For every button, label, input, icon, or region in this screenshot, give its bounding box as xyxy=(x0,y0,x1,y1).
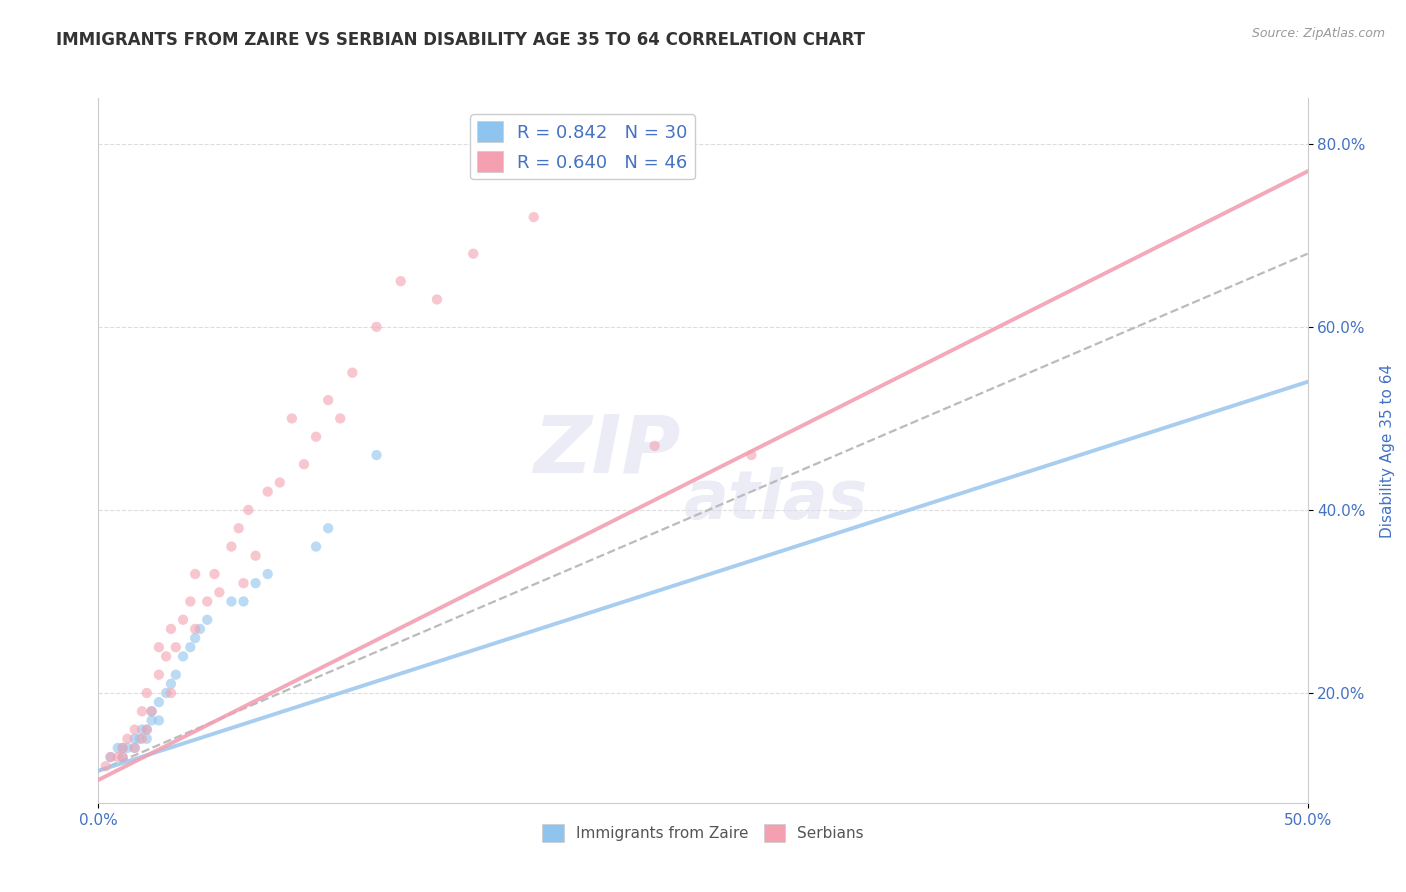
Point xyxy=(256,567,278,582)
Point xyxy=(107,750,129,764)
Point xyxy=(141,704,163,718)
Point xyxy=(195,594,218,608)
Point xyxy=(117,731,139,746)
Point xyxy=(232,594,254,608)
Point xyxy=(111,750,134,764)
Point xyxy=(426,293,449,307)
Point xyxy=(124,723,146,737)
Point xyxy=(172,649,194,664)
Point xyxy=(141,704,163,718)
Point xyxy=(305,540,328,554)
Point xyxy=(100,750,122,764)
Point xyxy=(165,667,187,681)
Point xyxy=(342,366,364,380)
Point xyxy=(160,686,183,700)
Point xyxy=(124,731,146,746)
Text: ZIP: ZIP xyxy=(533,411,681,490)
Point xyxy=(238,503,260,517)
Legend: Immigrants from Zaire, Serbians: Immigrants from Zaire, Serbians xyxy=(536,818,870,848)
Point xyxy=(172,613,194,627)
Point xyxy=(111,740,134,755)
Point xyxy=(256,484,278,499)
Point xyxy=(131,731,153,746)
Point xyxy=(111,750,134,764)
Point xyxy=(463,246,485,260)
Point xyxy=(141,714,163,728)
Point xyxy=(228,521,250,535)
Point xyxy=(740,448,762,462)
Point xyxy=(124,740,146,755)
Point xyxy=(305,430,328,444)
Point xyxy=(131,723,153,737)
Point xyxy=(195,613,218,627)
Text: atlas: atlas xyxy=(683,467,868,533)
Y-axis label: Disability Age 35 to 64: Disability Age 35 to 64 xyxy=(1379,363,1395,538)
Point xyxy=(245,576,267,591)
Point xyxy=(165,640,187,655)
Point xyxy=(245,549,267,563)
Point xyxy=(292,457,315,471)
Point xyxy=(148,667,170,681)
Point xyxy=(366,448,388,462)
Point xyxy=(188,622,211,636)
Point xyxy=(644,439,666,453)
Point xyxy=(128,731,150,746)
Text: IMMIGRANTS FROM ZAIRE VS SERBIAN DISABILITY AGE 35 TO 64 CORRELATION CHART: IMMIGRANTS FROM ZAIRE VS SERBIAN DISABIL… xyxy=(56,31,865,49)
Point xyxy=(131,704,153,718)
Point xyxy=(135,731,157,746)
Point xyxy=(523,210,546,224)
Point xyxy=(124,740,146,755)
Point xyxy=(316,393,339,408)
Point xyxy=(111,740,134,755)
Point xyxy=(184,567,207,582)
Point xyxy=(135,723,157,737)
Point xyxy=(329,411,352,425)
Point xyxy=(179,594,201,608)
Point xyxy=(389,274,412,288)
Point xyxy=(179,640,201,655)
Point xyxy=(107,740,129,755)
Text: Source: ZipAtlas.com: Source: ZipAtlas.com xyxy=(1251,27,1385,40)
Point xyxy=(232,576,254,591)
Point xyxy=(316,521,339,535)
Point xyxy=(221,594,243,608)
Point xyxy=(184,622,207,636)
Point xyxy=(135,686,157,700)
Point xyxy=(184,631,207,645)
Point xyxy=(155,649,177,664)
Point xyxy=(135,723,157,737)
Point xyxy=(117,740,139,755)
Point xyxy=(155,686,177,700)
Point xyxy=(148,714,170,728)
Point xyxy=(100,750,122,764)
Point xyxy=(281,411,304,425)
Point xyxy=(148,695,170,709)
Point xyxy=(160,677,183,691)
Point xyxy=(208,585,231,599)
Point xyxy=(160,622,183,636)
Point xyxy=(366,319,388,334)
Point xyxy=(221,540,243,554)
Point xyxy=(204,567,226,582)
Point xyxy=(269,475,291,490)
Point xyxy=(148,640,170,655)
Point xyxy=(94,759,117,773)
